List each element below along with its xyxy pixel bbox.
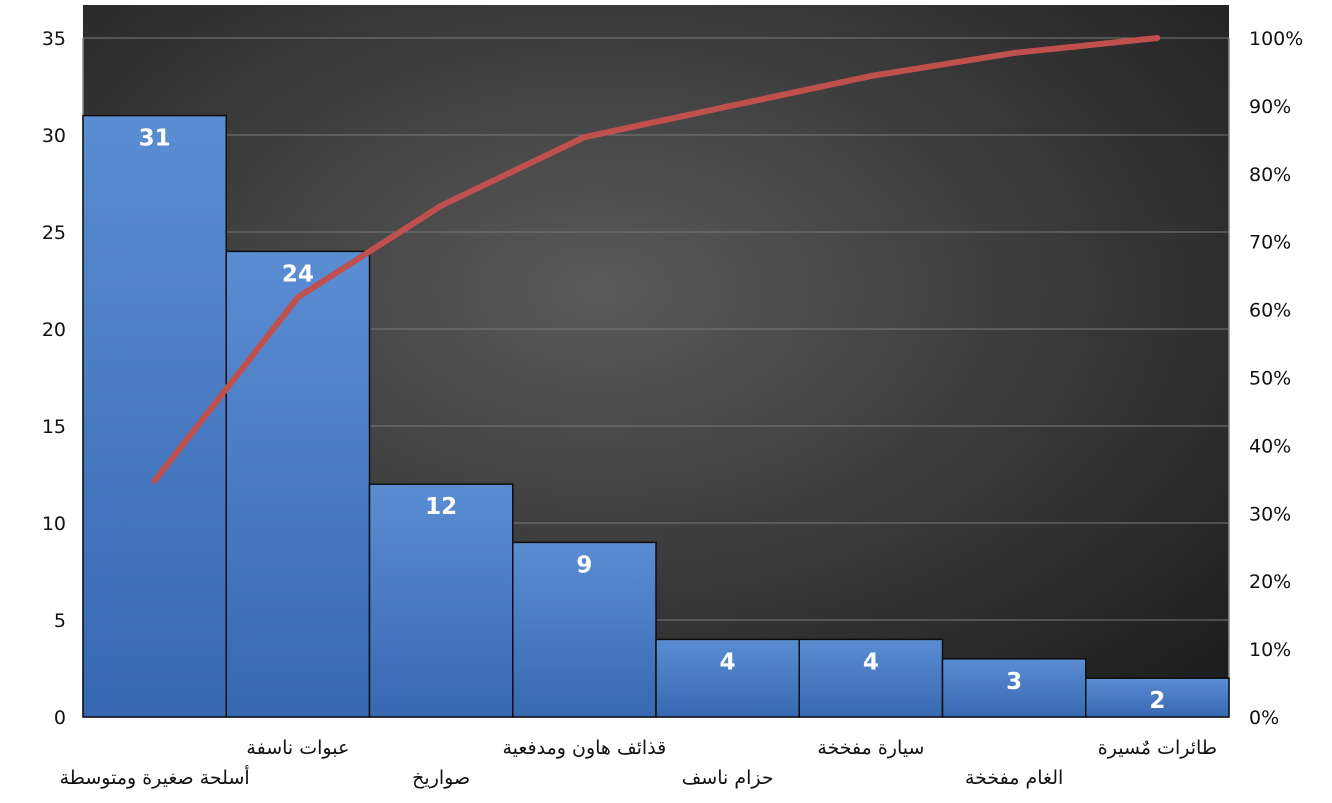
y-tick-label: 35 <box>42 28 66 50</box>
y-tick-label: 5 <box>54 610 66 632</box>
bar <box>368 483 514 718</box>
y2-tick-label: 0% <box>1249 707 1279 729</box>
x-category-label: طائرات مٌسيرة <box>1098 737 1217 759</box>
x-category-label: صواريخ <box>412 767 470 789</box>
data-label: 24 <box>282 261 314 287</box>
y2-tick-label: 100% <box>1249 28 1303 50</box>
data-label: 4 <box>863 649 879 675</box>
y2-tick-label: 70% <box>1249 232 1291 254</box>
y2-tick-label: 60% <box>1249 300 1291 322</box>
bar <box>512 541 657 718</box>
cumulative-line-path <box>151 35 1161 484</box>
y-tick-label: 25 <box>42 222 66 244</box>
data-label: 2 <box>1149 688 1165 714</box>
y2-tick-label: 90% <box>1249 96 1291 118</box>
x-category-label: حزام ناسف <box>682 767 774 789</box>
y2-tick-label: 20% <box>1249 571 1291 593</box>
y-tick-label: 20 <box>42 319 66 341</box>
data-label: 4 <box>720 649 736 675</box>
x-category-label: سيارة مفخخة <box>817 737 924 759</box>
x-category-label: أسلحة صغيرة ومتوسطة <box>60 765 250 789</box>
data-label: 12 <box>425 494 457 520</box>
y2-tick-label: 30% <box>1249 503 1291 525</box>
data-label: 3 <box>1006 669 1022 695</box>
bar <box>1085 677 1230 718</box>
y-tick-label: 10 <box>42 513 66 535</box>
y-tick-label: 15 <box>42 416 66 438</box>
data-label: 9 <box>576 552 592 578</box>
y-axis-left: 0 5 10 15 20 25 30 35 <box>42 28 66 729</box>
bar <box>941 658 1087 718</box>
data-label: 31 <box>139 126 171 152</box>
y-axis-right: 0% 10% 20% 30% 40% 50% 60% 70% 80% 90% 100% <box>1249 28 1303 729</box>
data-labels: 31 24 12 9 4 4 3 2 <box>139 126 1166 715</box>
y2-tick-label: 50% <box>1249 368 1291 390</box>
y-tick-label: 30 <box>42 125 66 147</box>
x-category-label: قذائف هاون ومدفعية <box>502 737 666 759</box>
x-axis: أسلحة صغيرة ومتوسطة عبوات ناسفة صواريخ قذائ… <box>60 737 1217 789</box>
bar <box>798 638 944 718</box>
x-category-label: الغام مفخخة <box>965 767 1063 789</box>
y-tick-label: 0 <box>54 707 66 729</box>
cumulative-line <box>151 35 1161 484</box>
y2-tick-label: 80% <box>1249 164 1291 186</box>
x-category-label: عبوات ناسفة <box>246 737 349 759</box>
bar <box>225 250 371 718</box>
y2-tick-label: 10% <box>1249 639 1291 661</box>
y2-tick-label: 40% <box>1249 435 1291 457</box>
